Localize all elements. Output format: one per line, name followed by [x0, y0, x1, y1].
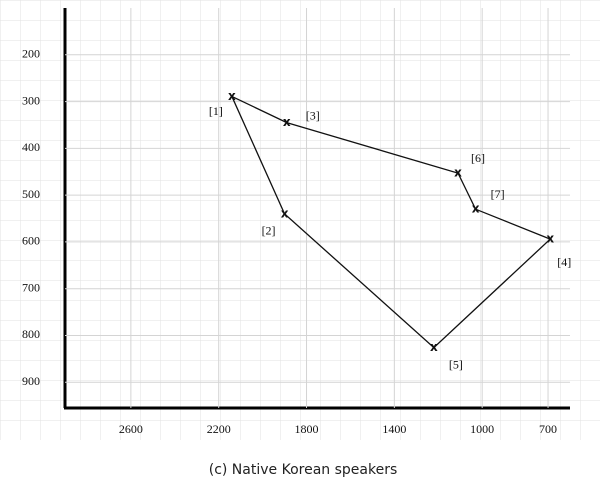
x-tick-label: 1800: [295, 422, 319, 436]
point-label: [2]: [262, 224, 276, 238]
y-tick-label: 300: [22, 93, 40, 107]
y-tick-label: 700: [22, 280, 40, 294]
point-label: [6]: [471, 151, 485, 165]
x-tick-label: 2200: [207, 422, 231, 436]
point-marker: x: [281, 206, 289, 220]
x-tick-label: 1000: [470, 422, 494, 436]
y-tick-label: 400: [22, 140, 40, 154]
background-grid: [0, 0, 600, 440]
point-marker: x: [546, 232, 554, 246]
y-tick-label: 500: [22, 187, 40, 201]
y-tick-label: 900: [22, 374, 40, 388]
point-label: [4]: [557, 255, 571, 269]
y-tick-label: 600: [22, 234, 40, 248]
caption: (c) Native Korean speakers: [209, 462, 398, 478]
point-marker: x: [283, 115, 291, 129]
y-tick-label: 800: [22, 327, 40, 341]
point-marker: x: [430, 340, 438, 354]
x-tick-label: 1400: [382, 422, 406, 436]
point-marker: x: [228, 89, 236, 103]
x-tick-label: 700: [539, 422, 557, 436]
point-marker: x: [454, 166, 462, 180]
y-tick-label: 200: [22, 47, 40, 61]
point-label: [7]: [491, 187, 505, 201]
point-label: [1]: [209, 104, 223, 118]
x-tick-label: 2600: [119, 422, 143, 436]
point-label: [5]: [449, 357, 463, 371]
point-marker: x: [472, 202, 480, 216]
polygon-line: [230, 95, 552, 349]
point-label: [3]: [306, 108, 320, 122]
